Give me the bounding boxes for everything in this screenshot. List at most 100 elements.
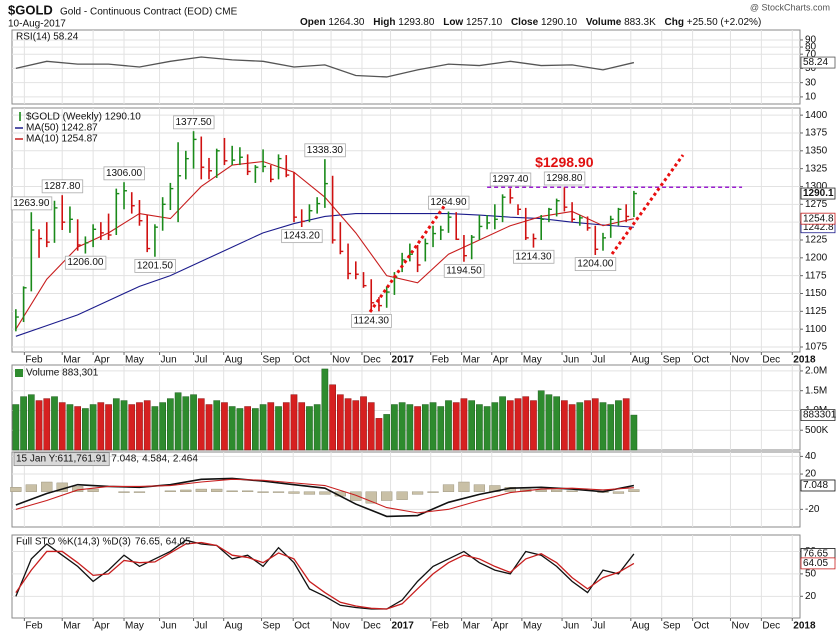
volume-bar bbox=[476, 404, 483, 451]
high-label: 1264.90 bbox=[430, 197, 467, 208]
volume-bar bbox=[553, 396, 560, 451]
label-box bbox=[64, 255, 107, 270]
y-tick-label: 1300 bbox=[805, 181, 828, 192]
volume-bar bbox=[506, 400, 514, 451]
description: Gold - Continuous Contract (EOD) CME bbox=[60, 7, 238, 18]
y-tick-label: 1125 bbox=[805, 306, 827, 317]
stat-label: Open bbox=[300, 17, 326, 28]
panel-title: $GOLD (Weekly) 1290.10 bbox=[26, 112, 141, 123]
moving-average bbox=[15, 213, 634, 337]
volume-bar bbox=[445, 400, 452, 451]
volume-bar bbox=[213, 400, 221, 451]
macd-line bbox=[15, 478, 634, 514]
y-tick-label: 1.5M bbox=[805, 385, 827, 396]
histogram-bar bbox=[319, 491, 331, 495]
indicator-line bbox=[15, 539, 635, 610]
volume-bar bbox=[599, 402, 607, 451]
low-label: 1201.50 bbox=[137, 260, 174, 271]
high-label: 1287.80 bbox=[44, 181, 81, 192]
panel-title: Full STO %K(14,3) %D(3) bbox=[16, 537, 131, 548]
histogram-bar bbox=[427, 491, 439, 493]
volume-bar bbox=[120, 400, 128, 451]
volume-bar bbox=[360, 396, 367, 451]
x-tick-label: May bbox=[523, 621, 542, 631]
x-tick-label: Jun bbox=[563, 621, 579, 631]
high-label: 1298.80 bbox=[546, 173, 583, 184]
volume-bar bbox=[43, 398, 51, 451]
x-tick-label: Apr bbox=[493, 355, 509, 366]
histogram-bar bbox=[566, 490, 578, 492]
volume-bar bbox=[391, 404, 398, 451]
histogram-bar bbox=[242, 490, 254, 492]
volume-bar bbox=[252, 408, 259, 451]
x-tick-label: Sep bbox=[263, 355, 281, 366]
histogram-bar bbox=[551, 489, 563, 492]
volume-bar bbox=[12, 404, 20, 451]
volume-bar bbox=[429, 402, 437, 451]
volume-bar bbox=[58, 402, 66, 451]
histogram-bar bbox=[535, 489, 547, 492]
label-box bbox=[10, 196, 53, 211]
volume-bar bbox=[159, 402, 166, 451]
x-tick-label: Aug bbox=[225, 621, 243, 631]
x-tick-label: Sep bbox=[663, 621, 681, 631]
y-tick-label: 50 bbox=[805, 63, 817, 74]
stat-value: 1257.10 bbox=[466, 17, 503, 28]
volume-bar bbox=[607, 404, 615, 451]
x-tick-label: Aug bbox=[632, 355, 650, 366]
volume-bar bbox=[398, 402, 406, 451]
volume-bar bbox=[468, 400, 476, 451]
low-label: 1243.20 bbox=[284, 231, 321, 242]
x-tick-label: Aug bbox=[632, 621, 650, 631]
x-tick-label: Dec bbox=[762, 355, 780, 366]
y-tick-label: 1400 bbox=[805, 110, 828, 121]
x-tick-label: Feb bbox=[25, 355, 43, 366]
histogram-bar bbox=[164, 490, 176, 492]
x-tick-label: Oct bbox=[294, 355, 310, 366]
volume-bar bbox=[190, 394, 197, 451]
histogram-bar bbox=[442, 484, 455, 492]
volume-bar bbox=[491, 402, 499, 451]
panel-title: Volume 883,301 bbox=[26, 368, 99, 379]
legend-value: 4.584, bbox=[142, 454, 170, 465]
volume-bar bbox=[576, 402, 584, 451]
legend-entry: MA(10) 1254.87 bbox=[26, 134, 98, 145]
histogram-bar bbox=[303, 491, 316, 495]
x-tick-label: May bbox=[125, 621, 144, 631]
y-tick-label: 20 bbox=[805, 591, 817, 602]
volume-bar bbox=[630, 414, 638, 451]
x-tick-label: Jul bbox=[195, 621, 208, 631]
last-value-tag bbox=[800, 187, 836, 200]
x-tick-label: Sep bbox=[663, 355, 681, 366]
legend-value: 64.05 bbox=[166, 537, 191, 548]
x-tick-label: Mar bbox=[463, 355, 481, 366]
histogram-bar bbox=[257, 491, 269, 493]
label-box bbox=[428, 195, 470, 210]
y-tick-label: 1200 bbox=[805, 252, 828, 263]
last-value-tag bbox=[800, 56, 836, 69]
volume-bar bbox=[522, 396, 530, 451]
volume-bar bbox=[51, 396, 58, 451]
volume-bar bbox=[82, 408, 89, 451]
label-box bbox=[13, 452, 110, 467]
volume-bar bbox=[182, 396, 190, 451]
x-tick-label: Jun bbox=[161, 621, 177, 631]
y-tick-label: 80 bbox=[805, 42, 817, 53]
stat-value: 883.3K bbox=[624, 17, 656, 28]
low-label: 1194.50 bbox=[446, 265, 482, 276]
histogram-bar bbox=[458, 481, 470, 492]
high-label: 1263.90 bbox=[13, 198, 50, 209]
stat-value: 1264.30 bbox=[328, 17, 365, 28]
y-tick-label: 10 bbox=[805, 92, 817, 103]
label-box bbox=[512, 249, 555, 264]
volume-bar bbox=[236, 408, 244, 451]
panel-title: RSI(14) 58.24 bbox=[16, 32, 79, 43]
stat-label: Close bbox=[511, 17, 539, 28]
high-label: 1297.40 bbox=[492, 174, 529, 185]
volume-bar bbox=[282, 402, 290, 451]
histogram-bar bbox=[350, 491, 362, 501]
date: 10-Aug-2017 bbox=[8, 19, 66, 30]
trend-line bbox=[368, 204, 447, 313]
x-tick-label: 2017 bbox=[392, 355, 415, 366]
